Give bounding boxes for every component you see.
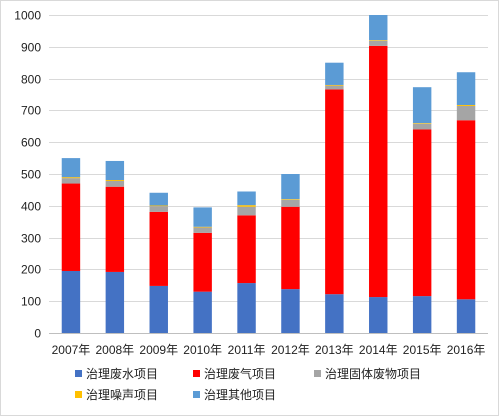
y-tick-label: 600 — [21, 136, 41, 150]
bar-segment — [237, 283, 256, 333]
bar-segment — [456, 105, 476, 121]
y-tick-label: 800 — [21, 73, 41, 87]
y-tick-label: 700 — [21, 104, 41, 118]
bar-segment — [369, 15, 388, 41]
bar-segment — [61, 183, 81, 271]
bar-segment — [369, 45, 388, 298]
bar-segment — [456, 104, 476, 106]
bar-segment — [281, 199, 300, 207]
legend-label: 治理其他项目 — [204, 388, 276, 402]
x-tick-label: 2013年 — [315, 343, 354, 357]
bar-segment — [369, 40, 388, 46]
x-tick-label: 2007年 — [52, 343, 91, 357]
bar-segment — [61, 177, 81, 179]
legend-item: 治理废气项目 — [193, 366, 276, 381]
x-tick-label: 2014年 — [359, 343, 398, 357]
bar-segment — [149, 206, 168, 212]
x-tick-label: 2015年 — [403, 343, 442, 357]
bar-segment — [325, 85, 344, 90]
legend-item: 治理噪声项目 — [75, 388, 158, 402]
bar-segment — [369, 297, 388, 333]
legend-swatch — [75, 391, 82, 398]
bar-segment — [369, 40, 388, 41]
bar-segment — [412, 123, 432, 124]
bar-segment — [149, 211, 168, 286]
bar-segment — [193, 291, 212, 333]
bars — [61, 15, 476, 333]
y-tick-label: 100 — [21, 295, 41, 309]
bar-segment — [237, 205, 256, 207]
bar-segment — [412, 296, 432, 333]
x-tick-label: 2011年 — [228, 343, 266, 357]
x-tick-label: 2008年 — [95, 343, 134, 357]
bar-segment — [105, 160, 125, 181]
bar-segment — [193, 227, 212, 233]
bar-segment — [61, 158, 81, 178]
legend-swatch — [75, 370, 82, 377]
y-tick-label: 200 — [21, 263, 41, 277]
bar-segment — [149, 285, 168, 333]
bar-segment — [412, 129, 432, 297]
bar-segment — [325, 89, 344, 295]
bar-segment — [105, 271, 125, 333]
y-tick-label: 1000 — [14, 9, 41, 23]
bar-segment — [281, 199, 300, 200]
bar-segment — [281, 174, 300, 200]
bar-segment — [456, 72, 476, 105]
axes: 0 100 200 300 400 500 600 700 800 900 1000 2007年 200… — [14, 9, 488, 357]
x-tick-label: 2016年 — [447, 343, 486, 357]
bar-segment — [325, 62, 344, 85]
legend-label: 治理固体废物项目 — [325, 366, 421, 381]
bar-segment — [149, 192, 168, 206]
bar-segment — [105, 180, 125, 181]
bar-segment — [325, 294, 344, 333]
bar-segment — [149, 205, 168, 207]
legend-item: 治理废水项目 — [75, 366, 158, 381]
x-tick-label: 2012年 — [271, 343, 310, 357]
y-tick-label: 500 — [21, 168, 41, 182]
bar-segment — [61, 178, 81, 184]
y-tick-label: 400 — [21, 200, 41, 214]
y-tick-label: 0 — [34, 327, 41, 341]
bar-segment — [61, 270, 81, 333]
bar-segment — [456, 299, 476, 333]
x-tick-label: 2009年 — [139, 343, 178, 357]
legend-item: 治理固体废物项目 — [314, 366, 421, 381]
bar-segment — [193, 207, 212, 227]
bar-segment — [105, 186, 125, 272]
bar-segment — [281, 289, 300, 333]
legend-label: 治理噪声项目 — [86, 388, 158, 402]
bar-segment — [237, 215, 256, 284]
legend-swatch — [314, 370, 321, 377]
bar-segment — [456, 120, 476, 300]
bar-segment — [193, 232, 212, 292]
legend-item: 治理其他项目 — [193, 388, 276, 402]
y-tick-label: 900 — [21, 41, 41, 55]
bar-segment — [105, 181, 125, 187]
bar-segment — [193, 226, 212, 228]
bar-segment — [412, 87, 432, 124]
bar-segment — [325, 84, 344, 86]
legend-swatch — [193, 370, 200, 377]
legend-label: 治理废水项目 — [86, 366, 158, 381]
x-tick-label: 2010年 — [183, 343, 222, 357]
bar-segment — [237, 191, 256, 206]
bar-segment — [237, 206, 256, 216]
legend-label: 治理废气项目 — [204, 366, 276, 381]
bar-segment — [412, 123, 432, 130]
y-tick-label: 300 — [21, 232, 41, 246]
bar-segment — [281, 206, 300, 290]
legend-swatch — [193, 391, 200, 398]
